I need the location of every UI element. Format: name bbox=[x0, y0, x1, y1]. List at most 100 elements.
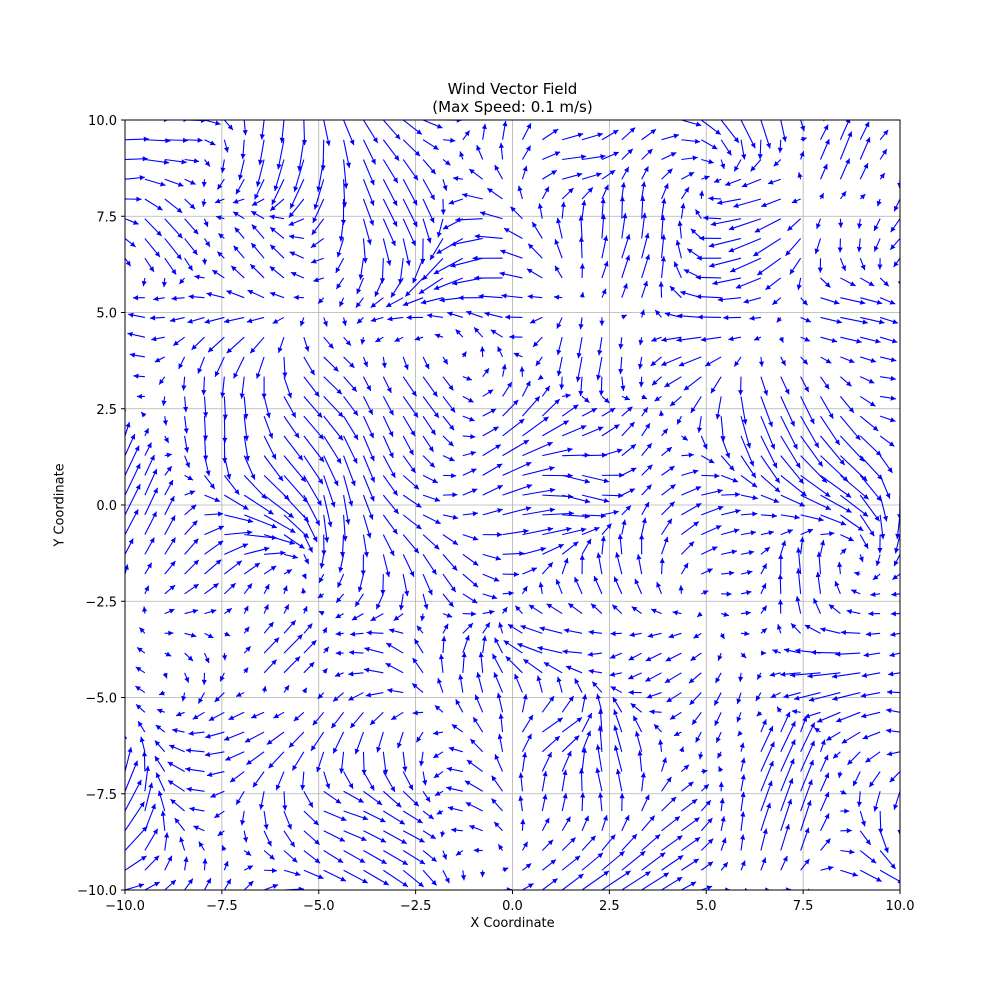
wind-arrow bbox=[654, 309, 662, 318]
wind-arrow bbox=[639, 534, 645, 555]
wind-arrow bbox=[349, 711, 364, 729]
wind-arrow bbox=[491, 798, 503, 812]
wind-arrow bbox=[718, 781, 724, 792]
wind-arrow bbox=[503, 640, 523, 654]
wind-arrow bbox=[840, 869, 858, 877]
wind-arrow bbox=[780, 376, 790, 395]
wind-arrow bbox=[191, 336, 205, 351]
wind-arrow bbox=[595, 744, 603, 772]
wind-arrow bbox=[760, 513, 778, 519]
wind-arrow bbox=[422, 159, 437, 175]
wind-arrow bbox=[581, 712, 593, 733]
wind-arrow bbox=[613, 725, 623, 752]
wind-arrow bbox=[221, 653, 228, 661]
wind-arrow bbox=[362, 435, 375, 462]
wind-arrow bbox=[618, 337, 624, 350]
wind-arrow bbox=[442, 492, 458, 498]
wind-arrow bbox=[859, 136, 871, 160]
wind-arrow bbox=[678, 585, 684, 594]
wind-arrow bbox=[183, 416, 189, 434]
wind-arrow bbox=[144, 454, 155, 476]
wind-arrow bbox=[139, 736, 146, 752]
wind-arrow bbox=[442, 356, 449, 365]
wind-arrow bbox=[758, 356, 765, 367]
x-tick-label: −2.5 bbox=[400, 899, 432, 914]
wind-arrow bbox=[541, 398, 561, 417]
wind-arrow bbox=[301, 587, 307, 594]
wind-arrow bbox=[899, 337, 900, 338]
wind-arrow bbox=[434, 704, 444, 713]
wind-arrow bbox=[240, 139, 246, 160]
wind-arrow bbox=[899, 376, 900, 377]
wind-arrow bbox=[879, 148, 888, 160]
wind-arrow bbox=[521, 585, 528, 595]
wind-arrow bbox=[561, 873, 584, 890]
wind-arrow bbox=[522, 882, 534, 890]
wind-arrow bbox=[382, 396, 394, 416]
wind-arrow bbox=[464, 780, 483, 792]
wind-arrow bbox=[144, 257, 155, 273]
wind-arrow bbox=[500, 249, 523, 259]
wind-arrow bbox=[875, 554, 881, 567]
wind-arrow bbox=[862, 731, 881, 740]
wind-arrow bbox=[125, 463, 141, 496]
wind-arrow bbox=[621, 283, 628, 298]
wind-arrow bbox=[741, 887, 749, 890]
wind-arrow bbox=[710, 376, 722, 394]
wind-arrow bbox=[203, 652, 210, 664]
wind-arrow bbox=[612, 696, 623, 713]
wind-arrow bbox=[889, 771, 900, 783]
wind-arrow bbox=[303, 830, 321, 846]
wind-arrow bbox=[222, 396, 228, 420]
wind-arrow bbox=[125, 136, 149, 142]
wind-arrow bbox=[780, 855, 788, 871]
wind-arrow bbox=[283, 869, 301, 877]
wind-arrow bbox=[519, 366, 525, 377]
wind-arrow bbox=[561, 750, 572, 772]
wind-arrow bbox=[718, 766, 724, 773]
wind-arrow bbox=[661, 168, 673, 180]
wind-arrow bbox=[581, 426, 604, 437]
wind-arrow bbox=[613, 576, 623, 595]
wind-arrow bbox=[859, 830, 872, 846]
wind-arrow bbox=[562, 649, 583, 655]
wind-arrow bbox=[283, 415, 300, 439]
wind-arrow bbox=[859, 850, 877, 864]
wind-arrow bbox=[816, 711, 841, 723]
wind-arrow bbox=[229, 771, 245, 783]
wind-arrow bbox=[223, 316, 245, 324]
wind-arrow bbox=[283, 810, 292, 830]
wind-arrow bbox=[825, 731, 841, 741]
wind-arrow bbox=[442, 889, 444, 890]
wind-arrow bbox=[620, 182, 626, 200]
wind-arrow bbox=[820, 772, 830, 792]
wind-arrow bbox=[740, 396, 748, 425]
wind-arrow bbox=[226, 336, 245, 354]
wind-arrow bbox=[517, 185, 523, 200]
wind-arrow bbox=[600, 535, 606, 555]
wind-arrow bbox=[383, 869, 409, 888]
wind-arrow bbox=[289, 251, 305, 259]
wind-arrow bbox=[681, 486, 702, 496]
wind-arrow bbox=[263, 396, 271, 419]
wind-arrow bbox=[397, 258, 404, 285]
wind-arrow bbox=[701, 590, 709, 596]
wind-arrow bbox=[820, 336, 838, 343]
wind-arrow bbox=[641, 407, 649, 417]
wind-arrow bbox=[125, 376, 126, 377]
wind-arrow bbox=[125, 445, 140, 476]
wind-arrow bbox=[521, 165, 528, 180]
wind-arrow bbox=[807, 672, 841, 679]
wind-arrow bbox=[860, 711, 881, 719]
wind-arrow bbox=[462, 468, 477, 476]
wind-arrow bbox=[254, 178, 265, 200]
wind-arrow bbox=[223, 139, 229, 153]
wind-arrow bbox=[562, 132, 584, 141]
wind-arrow bbox=[226, 290, 245, 299]
wind-arrow bbox=[601, 395, 610, 404]
wind-arrow bbox=[859, 810, 866, 827]
wind-arrow bbox=[263, 884, 279, 890]
wind-arrow bbox=[800, 858, 810, 871]
wind-arrow bbox=[876, 198, 882, 207]
wind-arrow bbox=[541, 717, 564, 733]
